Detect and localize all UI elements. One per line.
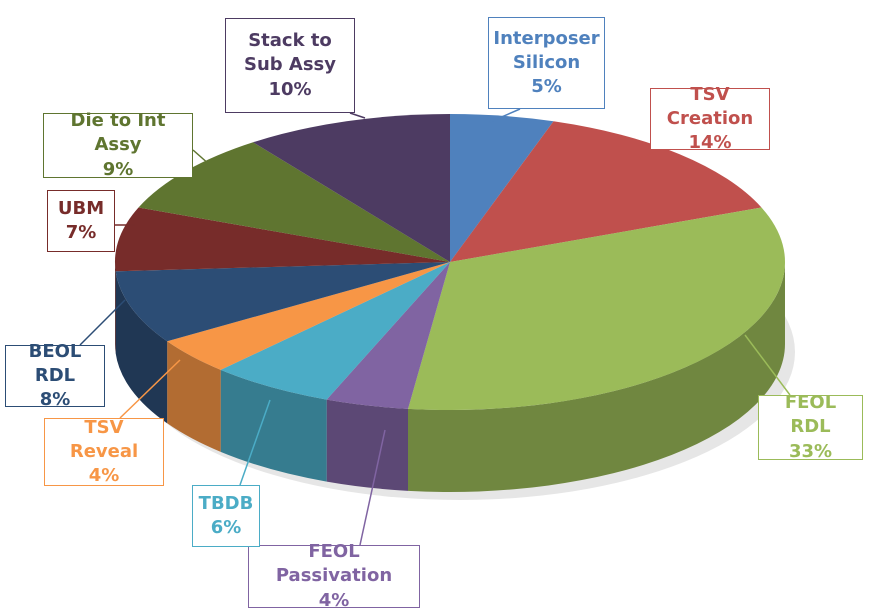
callout: UBM 7% [47,190,115,252]
category-label: Interposer Silicon [493,27,600,73]
callout: TSV Reveal 4% [44,416,164,487]
leader-line [639,149,661,159]
value-label: 4% [88,465,120,487]
leader-line [359,429,386,546]
slice [450,114,554,262]
slice-side [408,262,785,492]
category-label: Stack to Sub Assy [243,30,337,76]
value-label: 5% [531,76,562,98]
value-label: 9% [102,158,134,180]
slice [326,262,450,409]
value-label: 14% [688,132,732,154]
leader-line [349,112,366,119]
value-label: 6% [210,517,242,538]
category-label: BEOL RDL [28,340,82,386]
value-label: 8% [39,389,71,411]
category-label: FEOL Passivation [275,541,393,587]
leader-line [489,108,521,123]
slice [450,121,762,262]
value-label: 33% [788,440,833,462]
callout: TSV Creation 14% [650,84,770,153]
category-label: TSV Creation [666,83,754,129]
slice [220,262,450,400]
value-label: 10% [268,78,312,100]
slice-side [115,262,116,354]
callout: Interposer Silicon 5% [488,17,605,109]
slice-side [326,399,409,491]
leader-line [239,399,271,486]
leader-line [79,299,126,346]
slice [115,262,451,342]
slice [138,142,450,262]
value-label: 7% [65,222,97,243]
slice-side [167,341,221,452]
category-label: Die to Int Assy [70,110,166,156]
slice-side [220,369,327,482]
slice [253,114,450,262]
category-label: FEOL RDL [784,392,837,438]
callout: BEOL RDL 8% [5,341,105,410]
value-label: 4% [318,589,350,611]
leader-line [119,359,181,419]
slice [167,262,450,370]
callout: FEOL Passivation 4% [248,541,420,611]
callout: Stack to Sub Assy 10% [225,18,355,113]
callout: TBDB 6% [192,485,260,547]
category-label: UBM [57,197,105,219]
callout: FEOL RDL 33% [758,392,863,462]
slice [115,207,451,272]
callout: Die to Int Assy 9% [43,110,193,180]
category-label: TBDB [198,492,254,514]
leader-line [192,149,211,166]
leader-line [744,334,791,396]
category-label: TSV Reveal [69,416,139,462]
slice [408,207,785,410]
